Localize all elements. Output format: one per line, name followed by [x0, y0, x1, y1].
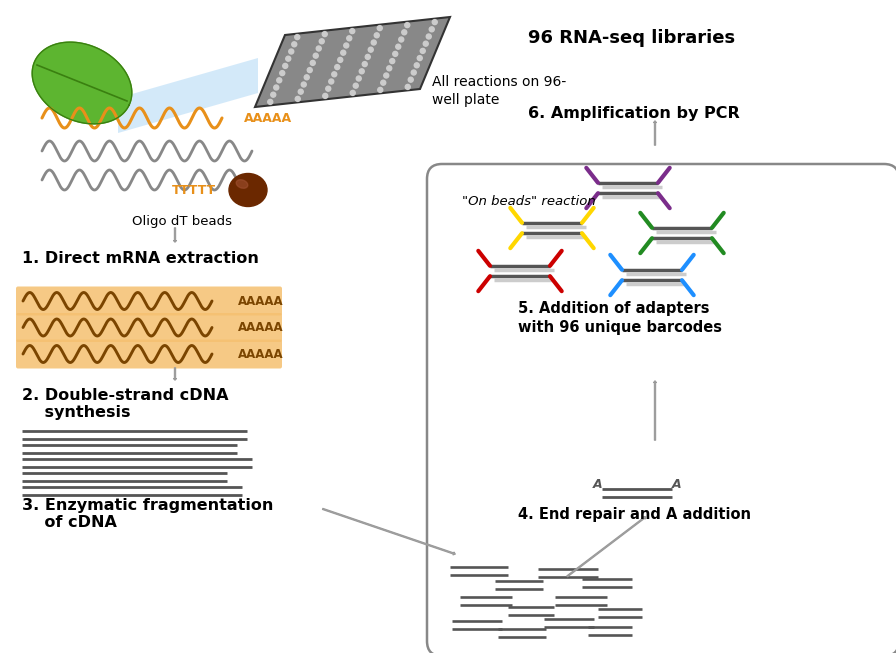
Circle shape	[283, 63, 288, 69]
Text: Oligo dT beads: Oligo dT beads	[132, 215, 232, 228]
Circle shape	[353, 83, 358, 88]
Circle shape	[371, 40, 376, 45]
Text: 96 RNA-seq libraries: 96 RNA-seq libraries	[528, 29, 735, 47]
Circle shape	[387, 66, 392, 71]
Text: "On beads" reaction: "On beads" reaction	[462, 195, 596, 208]
Circle shape	[301, 82, 306, 87]
Circle shape	[411, 70, 417, 75]
Circle shape	[426, 34, 431, 39]
Circle shape	[381, 80, 386, 85]
Circle shape	[292, 42, 297, 47]
Text: AAAAA: AAAAA	[238, 347, 284, 360]
Text: 6. Amplification by PCR: 6. Amplification by PCR	[528, 106, 740, 121]
Circle shape	[344, 43, 349, 48]
Circle shape	[378, 88, 383, 93]
Polygon shape	[32, 42, 132, 124]
FancyBboxPatch shape	[427, 164, 896, 653]
Text: 2. Double-strand cDNA
    synthesis: 2. Double-strand cDNA synthesis	[22, 388, 228, 421]
Circle shape	[323, 31, 327, 37]
Circle shape	[305, 75, 309, 80]
Text: AAAAA: AAAAA	[238, 321, 284, 334]
Circle shape	[326, 86, 331, 91]
FancyBboxPatch shape	[16, 313, 282, 342]
Circle shape	[420, 48, 426, 54]
Circle shape	[319, 39, 324, 44]
Text: A: A	[672, 478, 682, 491]
Text: 1. Direct mRNA extraction: 1. Direct mRNA extraction	[22, 251, 259, 266]
Circle shape	[401, 30, 407, 35]
Circle shape	[340, 50, 346, 56]
Circle shape	[399, 37, 404, 42]
Circle shape	[332, 72, 337, 77]
Circle shape	[335, 65, 340, 70]
Circle shape	[383, 73, 389, 78]
Circle shape	[366, 54, 370, 59]
Circle shape	[349, 29, 355, 33]
Circle shape	[362, 61, 367, 67]
Circle shape	[296, 97, 300, 101]
Circle shape	[271, 92, 276, 97]
Circle shape	[286, 56, 290, 61]
Circle shape	[357, 76, 361, 81]
Circle shape	[396, 44, 401, 49]
Circle shape	[390, 59, 395, 63]
Circle shape	[414, 63, 419, 68]
FancyBboxPatch shape	[16, 287, 282, 315]
Circle shape	[323, 93, 328, 99]
Text: 4. End repair and A addition: 4. End repair and A addition	[519, 507, 752, 522]
Circle shape	[392, 52, 398, 56]
Circle shape	[359, 69, 365, 74]
Ellipse shape	[229, 174, 267, 206]
Circle shape	[405, 84, 410, 89]
Circle shape	[307, 68, 312, 72]
Circle shape	[375, 33, 379, 38]
Circle shape	[298, 89, 303, 94]
Polygon shape	[118, 58, 258, 133]
FancyBboxPatch shape	[16, 340, 282, 368]
Circle shape	[423, 41, 428, 46]
Circle shape	[314, 53, 318, 58]
Circle shape	[338, 57, 343, 63]
Circle shape	[347, 36, 352, 40]
Text: AAAAA: AAAAA	[244, 112, 292, 125]
Circle shape	[274, 85, 279, 90]
Circle shape	[310, 60, 315, 65]
Circle shape	[405, 23, 409, 27]
Circle shape	[418, 56, 422, 61]
Ellipse shape	[237, 180, 248, 188]
Circle shape	[329, 79, 333, 84]
Circle shape	[350, 90, 355, 95]
Circle shape	[432, 20, 437, 25]
Circle shape	[429, 27, 435, 32]
Circle shape	[409, 77, 413, 82]
Circle shape	[316, 46, 322, 51]
Text: TTTTT: TTTTT	[172, 183, 216, 197]
Circle shape	[295, 35, 300, 40]
Circle shape	[368, 47, 374, 52]
Text: AAAAA: AAAAA	[238, 295, 284, 308]
Text: 3. Enzymatic fragmentation
    of cDNA: 3. Enzymatic fragmentation of cDNA	[22, 498, 273, 530]
Polygon shape	[255, 17, 450, 107]
Circle shape	[280, 71, 285, 76]
Text: All reactions on 96-
well plate: All reactions on 96- well plate	[432, 75, 566, 107]
Circle shape	[377, 25, 383, 31]
Text: 5. Addition of adapters
with 96 unique barcodes: 5. Addition of adapters with 96 unique b…	[518, 301, 722, 335]
Circle shape	[268, 99, 272, 104]
Circle shape	[277, 78, 281, 83]
Circle shape	[289, 49, 294, 54]
Text: A: A	[592, 478, 602, 491]
